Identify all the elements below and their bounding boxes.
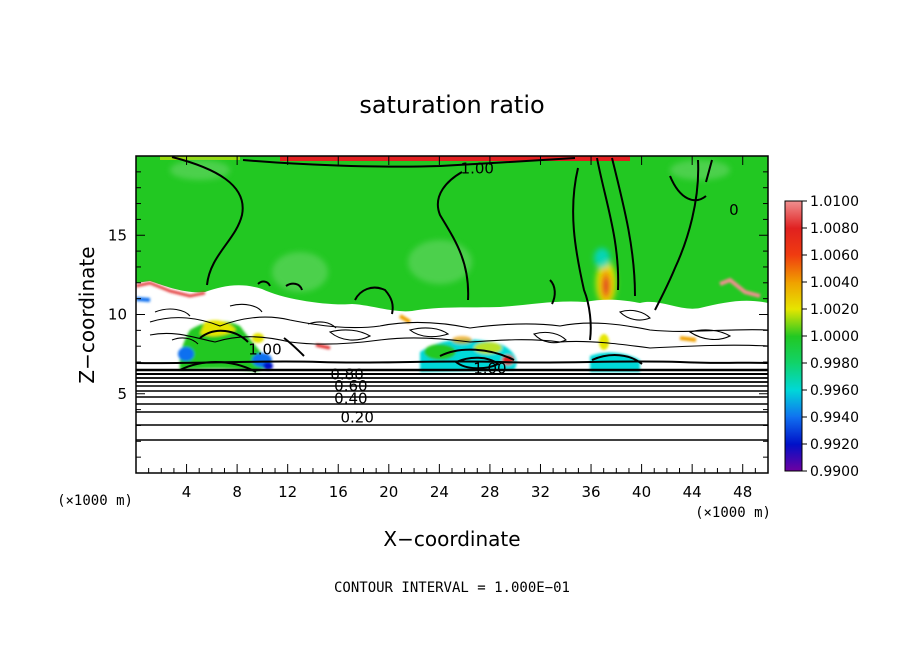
contour-label: 1.00 bbox=[248, 340, 281, 358]
x-tick-label: 8 bbox=[232, 483, 242, 501]
colorbar: 1.0100 1.0080 1.0060 1.0040 1.0020 1.0000 0.99… bbox=[784, 194, 859, 480]
colorbar-segment bbox=[785, 363, 802, 391]
colorbar-segment bbox=[785, 336, 802, 364]
x-axis-unit-left: (×1000 m) bbox=[57, 493, 133, 509]
colorbar-label: 0.9940 bbox=[810, 410, 859, 426]
saturation-field bbox=[136, 156, 768, 473]
contour-label: 0 bbox=[729, 201, 739, 219]
x-tick-label: 4 bbox=[182, 483, 192, 501]
field-top-band bbox=[280, 156, 630, 161]
contour-label: 0.80 bbox=[330, 366, 363, 384]
colorbar-segment bbox=[785, 255, 802, 283]
colorbar-label: 0.9960 bbox=[810, 383, 859, 399]
x-tick-label: 20 bbox=[379, 483, 398, 501]
colorbar-label: 0.9920 bbox=[810, 437, 859, 453]
x-axis-label: X−coordinate bbox=[383, 527, 520, 551]
x-tick-label: 40 bbox=[632, 483, 651, 501]
x-tick-label: 24 bbox=[430, 483, 449, 501]
x-tick-label: 32 bbox=[531, 483, 550, 501]
x-tick-label: 36 bbox=[581, 483, 600, 501]
y-tick-label: 15 bbox=[108, 226, 127, 244]
x-tick-label: 44 bbox=[683, 483, 702, 501]
y-tick-label: 5 bbox=[117, 385, 127, 403]
y-axis-label: Z−coordinate bbox=[75, 246, 99, 383]
colorbar-label: 0.9980 bbox=[810, 356, 859, 372]
x-axis-unit-right: (×1000 m) bbox=[695, 505, 771, 521]
contour-interval-footer: CONTOUR INTERVAL = 1.000E−01 bbox=[334, 580, 570, 596]
contour-line-1.00-mid bbox=[437, 171, 470, 301]
contour-label: 0.60 bbox=[334, 377, 367, 395]
contour-label: 0.40 bbox=[334, 390, 367, 408]
colorbar-segment bbox=[785, 282, 802, 310]
field-cloud-band bbox=[136, 281, 768, 473]
colorbar-label: 1.0040 bbox=[810, 275, 859, 291]
colorbar-segment bbox=[785, 444, 802, 472]
colorbar-label: 1.0060 bbox=[810, 248, 859, 264]
contour-label-layer: 1.00 0 1.00 1.00 0.800.600.400.20 bbox=[248, 160, 739, 427]
colorbar-label: 0.9900 bbox=[810, 464, 859, 480]
x-tick-label: 48 bbox=[733, 483, 752, 501]
colorbar-label: 1.0000 bbox=[810, 329, 859, 345]
contour-label: 1.00 bbox=[461, 160, 494, 178]
x-tick-label: 12 bbox=[278, 483, 297, 501]
x-tick-label: 28 bbox=[480, 483, 499, 501]
colorbar-segment bbox=[785, 390, 802, 418]
colorbar-segment bbox=[785, 417, 802, 445]
colorbar-segment bbox=[785, 201, 802, 229]
contour-line-1.00-west bbox=[171, 156, 244, 286]
y-tick-label: 10 bbox=[108, 306, 127, 324]
contour-label: 0.20 bbox=[340, 409, 373, 427]
colorbar-label: 1.0100 bbox=[810, 194, 859, 210]
x-tick-label: 16 bbox=[329, 483, 348, 501]
y-axis: 5 10 15 bbox=[108, 171, 768, 458]
contour-lines bbox=[136, 156, 768, 441]
contour-line-1.00-top bbox=[242, 157, 576, 168]
colorbar-label: 1.0080 bbox=[810, 221, 859, 237]
colorbar-segment bbox=[785, 228, 802, 256]
contour-label: 1.00 bbox=[473, 359, 506, 377]
x-axis: 4 8 12 16 20 24 28 32 36 40 44 48 bbox=[148, 156, 756, 501]
colorbar-label: 1.0020 bbox=[810, 302, 859, 318]
colorbar-segment bbox=[785, 309, 802, 337]
chart-title: saturation ratio bbox=[359, 91, 544, 119]
